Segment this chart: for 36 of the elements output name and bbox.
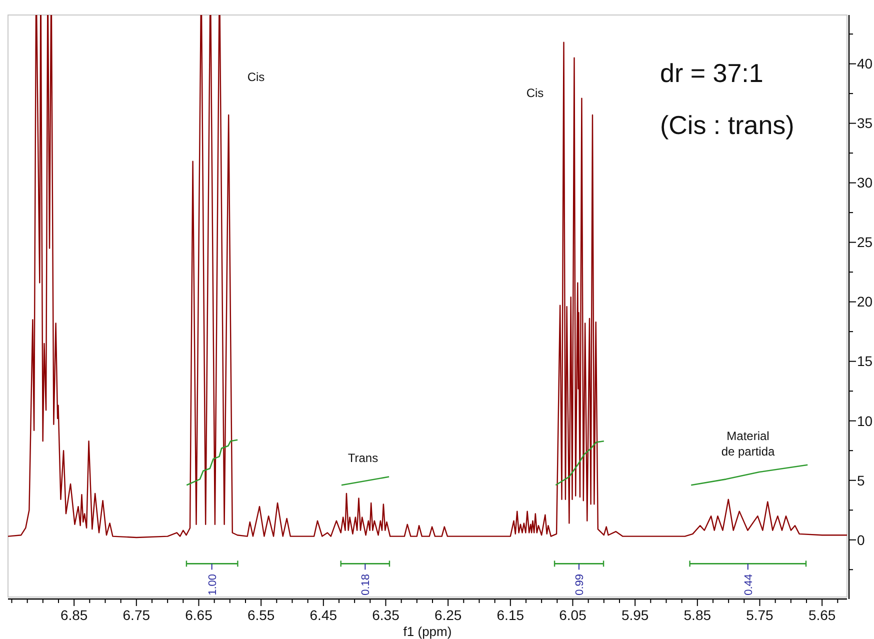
x-tick-label: 6.25 [434, 607, 462, 623]
x-tick-label: 6.35 [372, 607, 400, 623]
annotation: dr = 37:1 [660, 58, 764, 88]
x-tick-label: 6.05 [559, 607, 587, 623]
annotation: (Cis : trans) [660, 110, 794, 140]
annotation: Cis [526, 86, 544, 100]
annotation: 0.44 [742, 574, 755, 596]
y-tick-label: 0 [857, 532, 865, 548]
x-tick-label: 6.85 [60, 607, 88, 623]
annotation: 0.18 [360, 574, 372, 596]
x-tick-label: 6.15 [496, 607, 524, 623]
annotation: Trans [348, 451, 378, 465]
x-tick-label: 5.75 [746, 607, 774, 623]
x-axis-title: f1 (ppm) [403, 624, 452, 639]
line-series [186, 439, 238, 486]
annotation: Material de partida [721, 429, 776, 459]
x-tick-label: 6.55 [247, 607, 275, 623]
annotation: 1.00 [206, 574, 219, 596]
y-tick-label: 10 [857, 412, 873, 429]
line-series [555, 440, 605, 486]
y-tick-label: 20 [857, 294, 873, 310]
y-tick-label: 35 [857, 115, 873, 132]
x-tick-label: 6.65 [185, 607, 213, 623]
annotation: Cis [247, 70, 265, 84]
x-tick-label: 5.85 [684, 607, 712, 623]
line-series [690, 464, 808, 486]
y-tick-label: 25 [857, 234, 873, 250]
y-tick-label: 40 [857, 56, 873, 72]
x-tick-label: 6.75 [122, 607, 150, 623]
x-tick-label: 5.95 [621, 607, 649, 623]
y-tick-label: 5 [857, 472, 865, 488]
x-tick-label: 5.65 [808, 607, 836, 623]
x-tick-label: 6.45 [310, 607, 338, 623]
y-tick-label: 30 [857, 174, 873, 191]
y-tick-label: 15 [857, 353, 873, 370]
annotation: 0.99 [574, 574, 586, 596]
